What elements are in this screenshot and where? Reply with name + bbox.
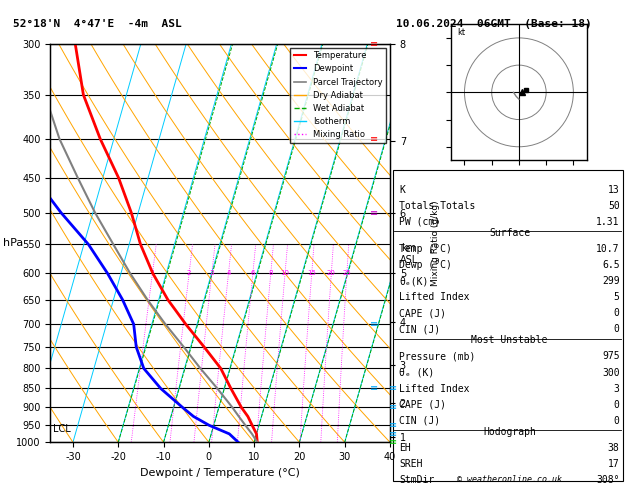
Text: Most Unstable: Most Unstable (471, 335, 548, 346)
Text: CIN (J): CIN (J) (399, 324, 440, 334)
Text: 300: 300 (602, 367, 620, 378)
Text: 299: 299 (602, 276, 620, 286)
Text: EH: EH (399, 443, 411, 453)
Text: ≡: ≡ (370, 383, 378, 394)
Text: 10.06.2024  06GMT  (Base: 18): 10.06.2024 06GMT (Base: 18) (396, 19, 592, 30)
Text: 308°: 308° (596, 475, 620, 485)
Text: 10: 10 (281, 270, 289, 276)
Text: ≡: ≡ (370, 39, 378, 49)
Text: Temp (°C): Temp (°C) (399, 244, 452, 254)
Text: hPa: hPa (3, 238, 23, 248)
Text: 13: 13 (608, 185, 620, 195)
Text: LCL: LCL (53, 424, 70, 434)
Text: Lifted Index: Lifted Index (399, 292, 470, 302)
Text: 1.31: 1.31 (596, 217, 620, 227)
Text: ≡: ≡ (370, 208, 378, 218)
Text: Surface: Surface (489, 228, 530, 238)
Text: ≡: ≡ (370, 319, 378, 329)
Text: 0: 0 (614, 399, 620, 410)
Text: © weatheronline.co.uk: © weatheronline.co.uk (457, 474, 562, 484)
Text: 4: 4 (226, 270, 231, 276)
Text: 10.7: 10.7 (596, 244, 620, 254)
Text: 6.5: 6.5 (602, 260, 620, 270)
Text: StmDir: StmDir (399, 475, 435, 485)
Legend: Temperature, Dewpoint, Parcel Trajectory, Dry Adiabat, Wet Adiabat, Isotherm, Mi: Temperature, Dewpoint, Parcel Trajectory… (291, 48, 386, 142)
Text: ≡: ≡ (389, 420, 397, 430)
Text: ≡: ≡ (389, 402, 397, 413)
Text: Totals Totals: Totals Totals (399, 201, 476, 211)
Text: Hodograph: Hodograph (483, 427, 536, 437)
Text: ≡: ≡ (389, 429, 397, 439)
Text: 8: 8 (269, 270, 273, 276)
Text: 0: 0 (614, 416, 620, 426)
Text: Dewp (°C): Dewp (°C) (399, 260, 452, 270)
Text: 38: 38 (608, 443, 620, 453)
Text: 25: 25 (342, 270, 351, 276)
Text: 17: 17 (608, 459, 620, 469)
Text: kt: kt (458, 28, 466, 37)
Text: ≡: ≡ (389, 437, 397, 447)
Text: 0: 0 (614, 308, 620, 318)
Text: ≡: ≡ (370, 134, 378, 144)
Text: 2: 2 (187, 270, 191, 276)
Text: CAPE (J): CAPE (J) (399, 399, 447, 410)
Text: 52°18'N  4°47'E  -4m  ASL: 52°18'N 4°47'E -4m ASL (13, 19, 181, 30)
Text: 3: 3 (209, 270, 214, 276)
Text: K: K (399, 185, 405, 195)
Y-axis label: km
ASL: km ASL (399, 243, 418, 264)
Text: PW (cm): PW (cm) (399, 217, 440, 227)
Text: θₑ (K): θₑ (K) (399, 367, 435, 378)
Text: 20: 20 (327, 270, 336, 276)
Text: 6: 6 (250, 270, 255, 276)
Text: SREH: SREH (399, 459, 423, 469)
Text: Lifted Index: Lifted Index (399, 383, 470, 394)
Text: ≡: ≡ (389, 383, 397, 394)
Text: 15: 15 (308, 270, 316, 276)
Text: CIN (J): CIN (J) (399, 416, 440, 426)
Text: Pressure (mb): Pressure (mb) (399, 351, 476, 362)
Text: 50: 50 (608, 201, 620, 211)
Text: θₑ(K): θₑ(K) (399, 276, 429, 286)
Text: 0: 0 (614, 324, 620, 334)
Text: 975: 975 (602, 351, 620, 362)
X-axis label: Dewpoint / Temperature (°C): Dewpoint / Temperature (°C) (140, 468, 300, 478)
Text: CAPE (J): CAPE (J) (399, 308, 447, 318)
Text: 5: 5 (614, 292, 620, 302)
Text: 3: 3 (614, 383, 620, 394)
Text: Mixing Ratio (g/kg): Mixing Ratio (g/kg) (431, 200, 440, 286)
Text: 1: 1 (150, 270, 155, 276)
